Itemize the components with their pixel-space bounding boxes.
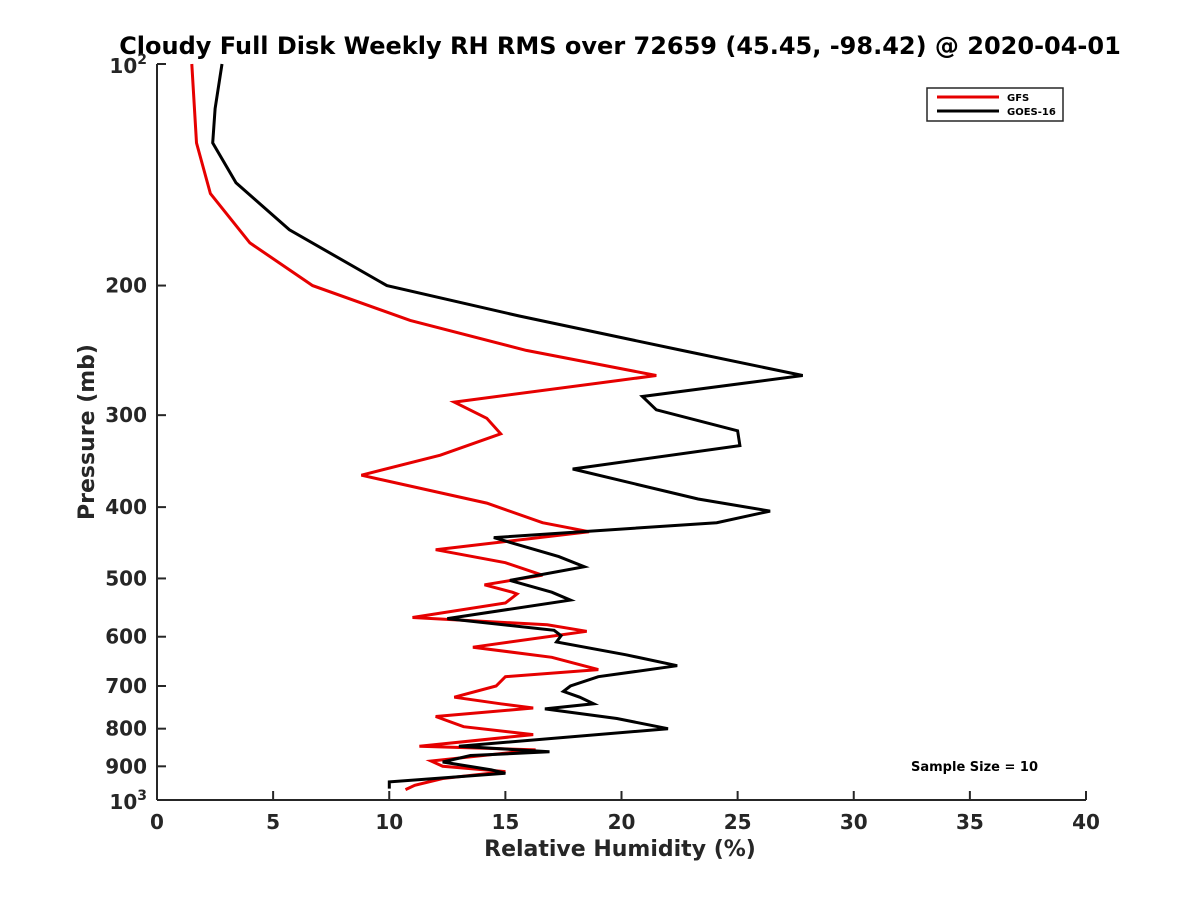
x-axis-label: Relative Humidity (%) bbox=[484, 837, 756, 862]
legend-label: GFS bbox=[1007, 93, 1029, 104]
x-tick-label: 40 bbox=[1072, 810, 1100, 834]
legend: GFS GOES-16 bbox=[926, 87, 1064, 122]
y-tick-label: 900 bbox=[105, 754, 147, 778]
sample-size-annotation: Sample Size = 10 bbox=[911, 760, 1038, 775]
x-tick-label: 35 bbox=[956, 810, 984, 834]
x-tick-label: 5 bbox=[266, 810, 280, 834]
y-tick-label: 300 bbox=[105, 403, 147, 427]
series-layer bbox=[190, 63, 804, 791]
x-tick-label: 10 bbox=[375, 810, 403, 834]
y-tick-label: 200 bbox=[105, 274, 147, 298]
x-tick-label: 20 bbox=[608, 810, 636, 834]
y-tick-label: 700 bbox=[105, 674, 147, 698]
legend-label: GOES-16 bbox=[1007, 107, 1056, 118]
legend-box bbox=[926, 87, 1064, 122]
y-tick-label: 400 bbox=[105, 495, 147, 519]
y-axis-label: Pressure (mb) bbox=[75, 344, 100, 520]
y-tick-label: 102 bbox=[109, 52, 147, 78]
series-line-goes-16 bbox=[211, 63, 804, 789]
y-tick-label: 103 bbox=[109, 788, 147, 814]
series-line-gfs bbox=[190, 63, 657, 791]
x-tick-label: 30 bbox=[840, 810, 868, 834]
x-tick-label: 25 bbox=[724, 810, 752, 834]
x-tick-label: 15 bbox=[491, 810, 519, 834]
y-tick-label: 800 bbox=[105, 717, 147, 741]
x-tick-label: 0 bbox=[150, 810, 164, 834]
axes-layer: 0 5 10 15 20 25 30 35 40 102 200 300 400 500 600 700 800… bbox=[105, 52, 1100, 834]
chart-title: Cloudy Full Disk Weekly RH RMS over 7265… bbox=[119, 32, 1121, 60]
y-tick-label: 500 bbox=[105, 566, 147, 590]
y-tick-label: 600 bbox=[105, 625, 147, 649]
